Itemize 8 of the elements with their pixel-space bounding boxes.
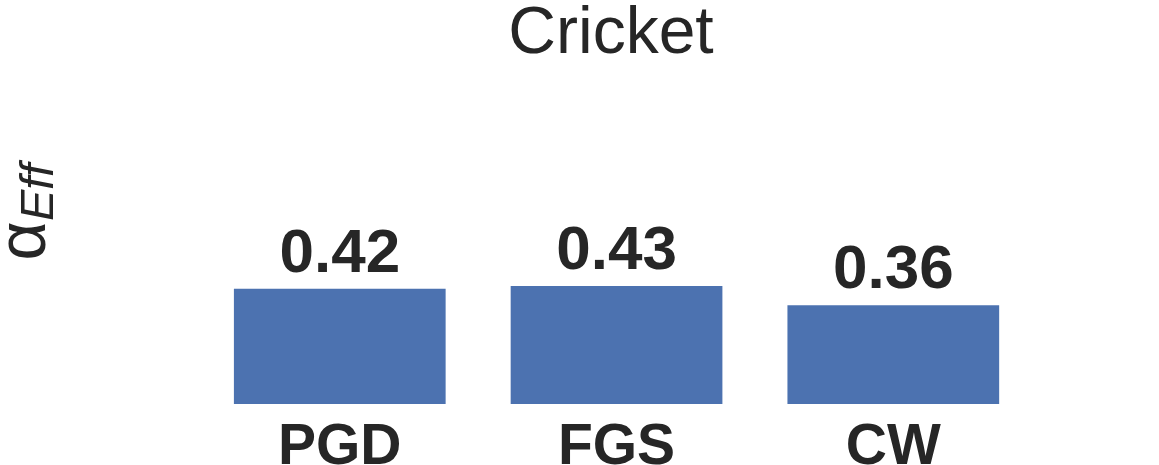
data-label: 0.36 <box>832 232 954 302</box>
chart-title: Cricket <box>508 0 714 67</box>
x-tick-label: PGD <box>278 411 402 465</box>
y-axis-title: αEff <box>0 158 63 261</box>
data-label: 0.42 <box>279 215 401 285</box>
data-label: 0.43 <box>556 213 677 282</box>
x-tick-label: CW <box>845 411 941 465</box>
x-tick-label: FGS <box>557 411 676 465</box>
